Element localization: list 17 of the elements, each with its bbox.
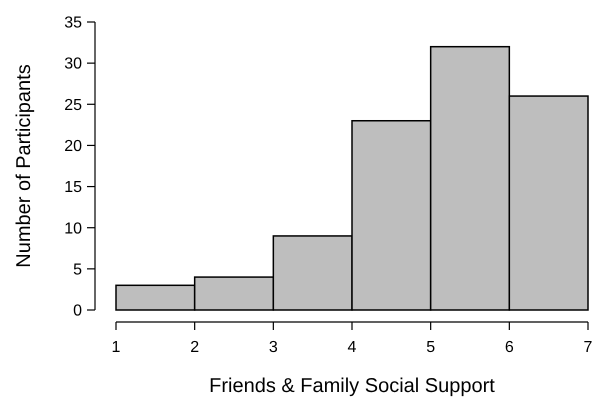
x-tick-label: 3 [268,339,278,356]
x-tick-label: 2 [190,339,200,356]
x-tick-label: 4 [348,339,357,356]
x-tick-label: 7 [584,339,593,356]
y-tick-label: 30 [64,56,82,73]
y-axis-title: Number of Participants [13,64,35,268]
x-axis-title: Friends & Family Social Support [209,375,496,397]
y-tick-label: 0 [73,302,82,320]
y-tick-label: 15 [64,179,82,196]
x-tick-label: 6 [504,339,514,356]
y-tick-label: 20 [64,138,82,156]
x-tick-label: 5 [426,339,436,356]
y-tick-label: 5 [73,261,82,278]
y-tick-label: 10 [64,220,82,238]
x-tick-label: 1 [112,339,121,356]
y-tick-label: 25 [64,96,82,114]
y-tick-label: 35 [64,14,82,32]
